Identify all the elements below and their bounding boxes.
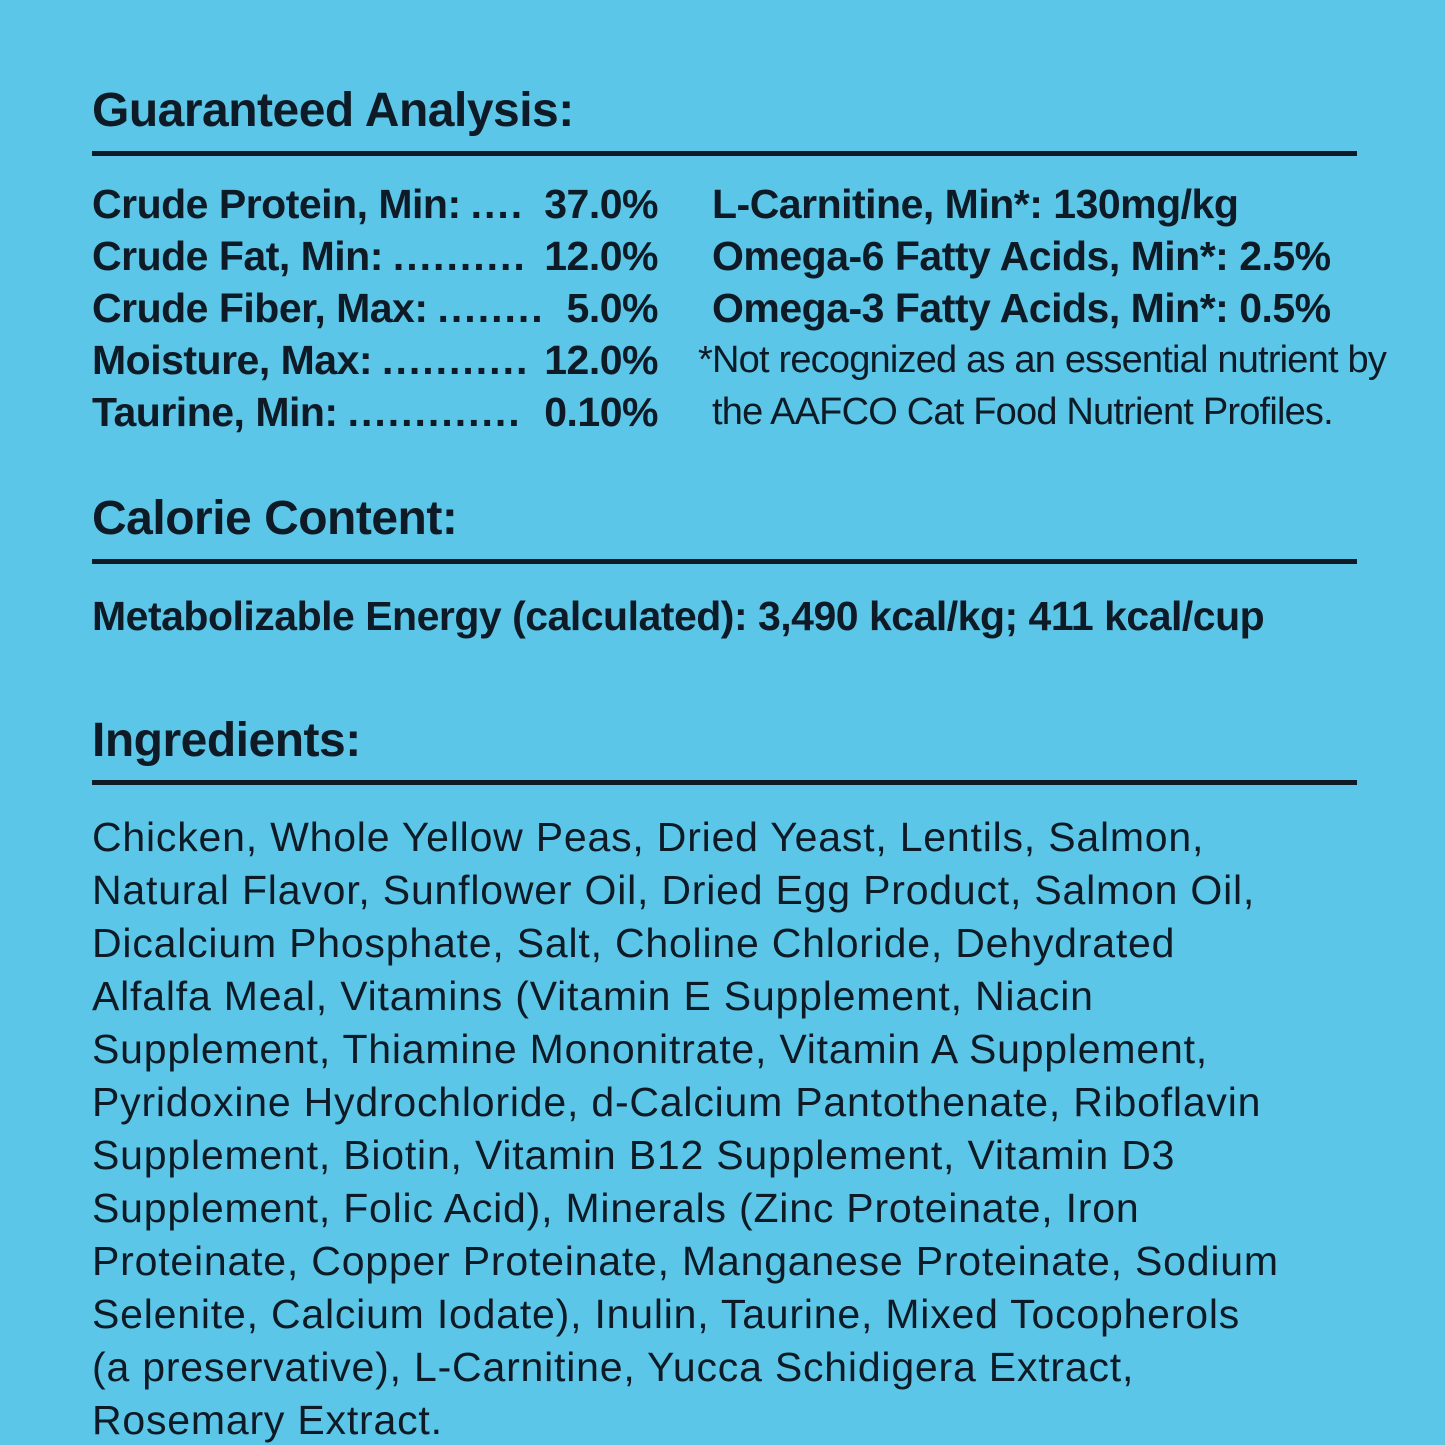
nutrient-label: Crude Fat, Min: <box>92 232 383 279</box>
nutrient-row: L-Carnitine, Min*: 130mg/kg <box>712 180 1239 227</box>
nutrient-rows-right: L-Carnitine, Min*: 130mg/kg Omega-6 Fatty… <box>712 178 1357 334</box>
nutrient-row: Taurine, Min:............. 0.10% <box>92 386 658 438</box>
ingredients-list-text: Chicken, Whole Yellow Peas, Dried Yeast,… <box>92 811 1357 1445</box>
nutrient-row: Crude Fiber, Max:........ 5.0% <box>92 282 659 334</box>
nutrient-row: Omega-3 Fatty Acids, Min*: 0.5% <box>712 284 1331 331</box>
calorie-content-section: Calorie Content: Metabolizable Energy (c… <box>92 492 1357 642</box>
nutrient-value: 5.0% <box>566 284 659 331</box>
ingredients-line: Natural Flavor, Sunflower Oil, Dried Egg… <box>92 867 1256 914</box>
ingredients-line: Chicken, Whole Yellow Peas, Dried Yeast,… <box>92 814 1205 861</box>
nutrient-label: Crude Protein, Min: <box>92 180 461 227</box>
calorie-content-heading: Calorie Content: <box>92 491 458 545</box>
ingredients-heading: Ingredients: <box>92 713 361 767</box>
nutrient-label: Taurine, Min: <box>92 388 338 435</box>
metabolizable-energy-text: Metabolizable Energy (calculated): 3,490… <box>92 592 1265 639</box>
nutrient-row: Omega-6 Fatty Acids, Min*: 2.5% <box>712 232 1331 279</box>
ingredients-line: Alfalfa Meal, Vitamins (Vitamin E Supple… <box>92 973 1094 1020</box>
ingredients-line: Proteinate, Copper Proteinate, Manganese… <box>92 1238 1279 1285</box>
ingredients-line: Supplement, Biotin, Vitamin B12 Suppleme… <box>92 1132 1176 1179</box>
nutrient-rows-left-column: Crude Protein, Min:.... 37.0% Crude Fat, M… <box>92 178 659 438</box>
nutrient-row: Moisture, Max:........... 12.0% <box>92 334 658 386</box>
ingredients-line: Dicalcium Phosphate, Salt, Choline Chlor… <box>92 920 1176 967</box>
nutrient-value: 12.0% <box>544 232 658 279</box>
guaranteed-analysis-section: Guaranteed Analysis: Crude Protein, Min:… <box>92 84 1387 438</box>
nutrient-value: 0.10% <box>544 388 658 435</box>
dot-leader: .......... <box>392 232 527 279</box>
nutrient-value: 12.0% <box>544 336 658 383</box>
ingredients-section: Ingredients: Chicken, Whole Yellow Peas,… <box>92 714 1357 1445</box>
section-divider <box>92 558 1357 564</box>
nutrient-value: 37.0% <box>544 180 658 227</box>
dot-leader: ........ <box>437 284 545 331</box>
guaranteed-analysis-table: Crude Protein, Min:.... 37.0% Crude Fat, M… <box>92 178 1387 438</box>
aafco-footnote-line-1: *Not recognized as an essential nutrient… <box>698 338 1387 381</box>
ingredients-line: Rosemary Extract. <box>92 1397 443 1444</box>
section-divider <box>92 150 1357 156</box>
dot-leader: ............. <box>347 388 522 435</box>
aafco-footnote-line-2: the AAFCO Cat Food Nutrient Profiles. <box>712 390 1334 433</box>
ingredients-line: (a preservative), L-Carnitine, Yucca Sch… <box>92 1344 1135 1391</box>
nutrient-row: Crude Protein, Min:.... 37.0% <box>92 178 658 230</box>
nutrient-label: Crude Fiber, Max: <box>92 284 428 331</box>
section-divider <box>92 780 1357 786</box>
dot-leader: ........... <box>382 336 530 383</box>
ingredients-line: Pyridoxine Hydrochloride, d-Calcium Pant… <box>92 1079 1262 1126</box>
nutrient-rows-right-column: L-Carnitine, Min*: 130mg/kg Omega-6 Fatty… <box>698 178 1387 438</box>
nutrient-row: Crude Fat, Min:.......... 12.0% <box>92 230 658 282</box>
ingredients-line: Supplement, Folic Acid), Minerals (Zinc … <box>92 1185 1140 1232</box>
ingredients-line: Supplement, Thiamine Mononitrate, Vitami… <box>92 1026 1208 1073</box>
nutrient-label: Moisture, Max: <box>92 336 373 383</box>
guaranteed-analysis-heading: Guaranteed Analysis: <box>92 84 574 137</box>
dot-leader: .... <box>470 180 525 227</box>
ingredients-line: Selenite, Calcium Iodate), Inulin, Tauri… <box>92 1291 1241 1338</box>
